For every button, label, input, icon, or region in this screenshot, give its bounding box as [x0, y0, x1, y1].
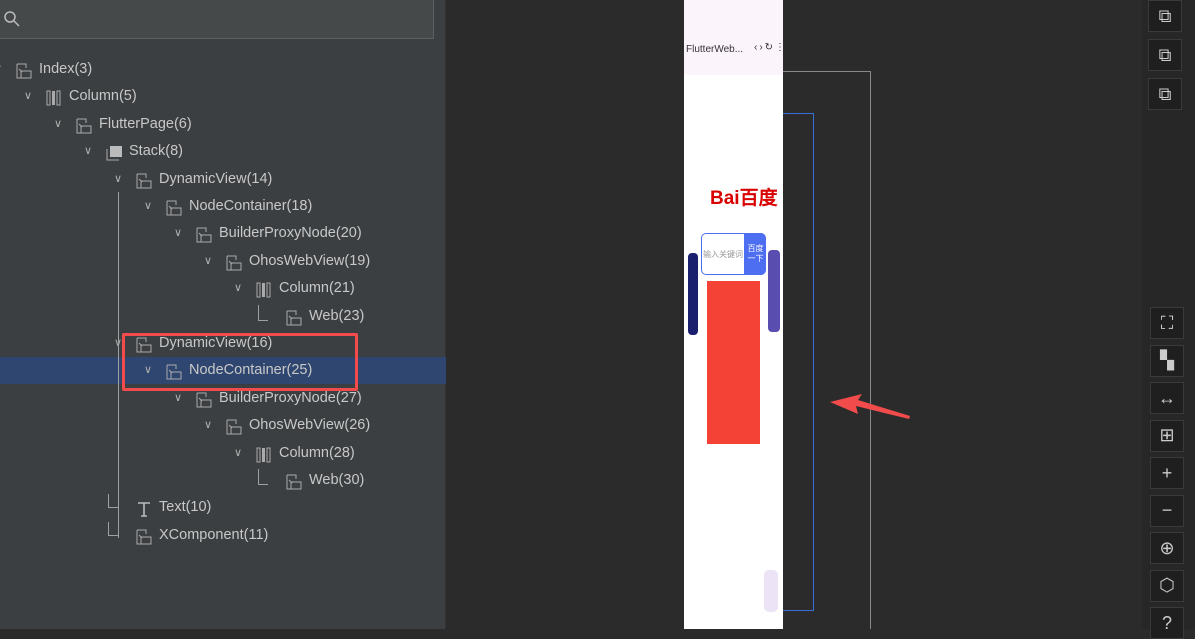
tree-guide-line — [118, 192, 119, 538]
component-icon — [16, 62, 32, 79]
tree-node[interactable]: ∨ Column(21) — [0, 275, 446, 302]
chevron-down-icon[interactable]: ∨ — [24, 90, 33, 103]
logo: Bai百度 — [710, 188, 778, 209]
component-icon — [76, 117, 92, 134]
chevron-down-icon[interactable]: ∨ — [204, 254, 213, 267]
component-icon — [226, 418, 242, 435]
device-preview[interactable]: FlutterWeb... ‹›↻⋮ Bai百度 输入关键词 百度一下 — [684, 0, 783, 629]
app-title: FlutterWeb... — [686, 44, 744, 55]
zoom-in-button[interactable]: + — [1150, 457, 1184, 489]
search-button-preview: 百度一下 — [745, 233, 766, 275]
tree-node-label: Column(28) — [279, 444, 355, 461]
preview-frame-outline — [740, 71, 871, 629]
tree-node[interactable]: ∨ Column(28) — [0, 440, 446, 467]
layers-back-button[interactable]: ⧉ — [1148, 0, 1182, 32]
tree-node[interactable]: ∨ BuilderProxyNode(27) — [0, 385, 446, 412]
tree-node[interactable]: ∨ OhosWebView(26) — [0, 412, 446, 439]
component-icon — [226, 254, 242, 271]
tree-node[interactable]: ∨ NodeContainer(18) — [0, 193, 446, 220]
tree-node-label: OhosWebView(19) — [249, 252, 371, 269]
tree-node-label: FlutterPage(6) — [99, 115, 192, 132]
tree-node-label: BuilderProxyNode(27) — [219, 389, 362, 406]
tree-node[interactable]: ∨ Index(3) — [0, 56, 446, 83]
tree-node-label: Text(10) — [159, 499, 212, 516]
tree-node-label: NodeContainer(25) — [189, 362, 313, 379]
tree-connector — [258, 304, 268, 321]
tree-node-label: Index(3) — [39, 61, 93, 77]
layout-button[interactable]: ▚ — [1150, 344, 1184, 377]
tree-node[interactable]: Web(23) — [0, 303, 446, 330]
chevron-down-icon[interactable]: ∨ — [234, 446, 243, 459]
tree-node[interactable]: ∨ FlutterPage(6) — [0, 111, 446, 138]
text-icon — [136, 500, 152, 518]
tree-node-label: NodeContainer(18) — [189, 198, 313, 214]
fit-width-button[interactable]: ↔ — [1150, 382, 1184, 414]
tree-node[interactable]: Text(10) — [0, 494, 446, 521]
chevron-down-icon[interactable]: ∨ — [54, 117, 63, 130]
redacted-area — [707, 281, 760, 444]
tree-connector — [258, 469, 268, 485]
tree-node-label: Column(5) — [69, 88, 137, 105]
tree-node[interactable]: XComponent(11) — [0, 521, 446, 549]
chevron-down-icon[interactable]: ∨ — [204, 419, 213, 432]
column-icon — [256, 446, 272, 463]
tree-connector — [108, 521, 118, 536]
chevron-down-icon[interactable]: ∨ — [114, 172, 123, 185]
component-tree-panel: ∨ Index(3) ∨ Column(5) ∨ FlutterPage(6) ∨ Stack… — [0, 0, 446, 629]
tree-node-label: Stack(8) — [129, 143, 183, 160]
chevron-down-icon[interactable]: ∨ — [144, 200, 153, 212]
component-icon — [286, 473, 302, 490]
zoom-out-button[interactable]: − — [1150, 494, 1184, 527]
tree-node[interactable]: ∨ Column(5) — [0, 83, 446, 110]
search-box-preview: 输入关键词 — [701, 233, 745, 275]
chevron-down-icon[interactable]: ∨ — [0, 56, 8, 83]
chevron-down-icon[interactable]: ∨ — [84, 145, 93, 158]
component-icon — [136, 528, 152, 545]
component-icon — [136, 172, 152, 189]
select-region-button[interactable]: ⊞ — [1150, 419, 1184, 452]
tree-node-label: DynamicView(14) — [159, 170, 273, 187]
chevron-down-icon[interactable]: ∨ — [174, 391, 183, 404]
component-icon — [196, 391, 212, 408]
tree-node[interactable]: ∨ OhosWebView(19) — [0, 248, 446, 275]
component-icon — [166, 363, 182, 380]
search-input[interactable] — [0, 0, 434, 39]
layers-middle-button[interactable]: ⧉ — [1148, 39, 1182, 71]
fit-screen-button[interactable]: ⛶ — [1150, 307, 1184, 339]
tree-node-label: Web(23) — [309, 307, 365, 324]
component-icon — [166, 199, 182, 216]
chevron-down-icon[interactable]: ∨ — [234, 282, 243, 295]
column-icon — [46, 89, 62, 106]
tree-node[interactable]: ∨ BuilderProxyNode(20) — [0, 220, 446, 247]
tree-node[interactable]: ∨ NodeContainer(25) — [0, 357, 446, 385]
nav-icons: ‹›↻⋮ — [754, 42, 783, 53]
highlight-box — [122, 333, 358, 391]
tree-node[interactable]: ∨ Stack(8) — [0, 138, 446, 165]
component-icon — [286, 309, 302, 326]
component-icon — [196, 226, 212, 243]
column-icon — [256, 281, 272, 298]
component-icon — [136, 336, 152, 353]
stack-icon — [106, 144, 122, 161]
tree-node[interactable]: ∨ DynamicView(14) — [0, 166, 446, 193]
tree-node-label: DynamicView(16) — [159, 335, 273, 351]
tree-node-label: BuilderProxyNode(20) — [219, 225, 362, 242]
3d-view-button[interactable]: ⬡ — [1150, 569, 1184, 602]
tree-node-label: Column(21) — [279, 280, 355, 297]
tree-connector — [108, 494, 118, 509]
tree-node[interactable]: Web(30) — [0, 467, 446, 494]
tree-node-label: Web(30) — [309, 472, 365, 488]
chevron-down-icon[interactable]: ∨ — [144, 364, 153, 377]
chevron-down-icon[interactable]: ∨ — [174, 227, 183, 240]
layers-front-button[interactable]: ⧉ — [1148, 78, 1182, 110]
locate-button[interactable]: ⊕ — [1150, 532, 1184, 564]
tree-node-label: OhosWebView(26) — [249, 417, 371, 434]
search-icon — [4, 11, 20, 27]
tree-node-label: XComponent(11) — [159, 526, 269, 543]
arrow-annotation — [830, 394, 910, 419]
help-button[interactable]: ? — [1150, 607, 1184, 639]
